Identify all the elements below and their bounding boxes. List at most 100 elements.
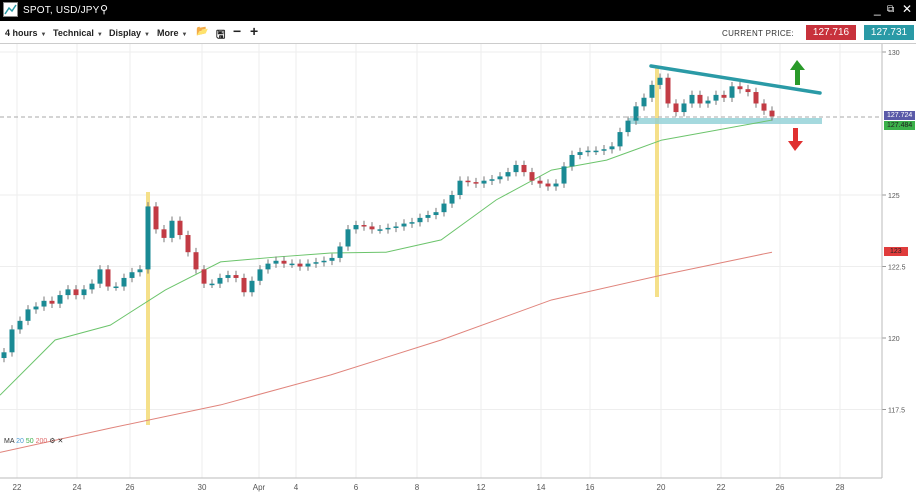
candle-up <box>17 320 23 330</box>
candle-up <box>129 272 135 278</box>
candle-up <box>569 154 575 167</box>
candle-down <box>769 110 775 117</box>
ma50-price-tag: 127.484 <box>884 121 916 130</box>
candle-up <box>577 152 583 155</box>
technical-dropdown[interactable]: Technical ▼ <box>53 28 103 38</box>
popout-icon[interactable]: ⧉ <box>887 4 895 15</box>
remove-indicator-icon[interactable]: ✕ <box>57 438 64 445</box>
candle-up <box>169 220 175 238</box>
candle-up <box>705 100 711 104</box>
trend-line <box>649 64 822 95</box>
candle-up <box>713 94 719 101</box>
zoom-out-icon[interactable]: − <box>233 23 242 39</box>
candle-up <box>265 263 271 270</box>
candle-up <box>97 269 103 284</box>
candle-down <box>737 86 743 90</box>
chevron-down-icon: ▼ <box>40 32 47 38</box>
support-zone <box>628 118 822 124</box>
x-tick-label: 16 <box>586 483 595 492</box>
window-title: SPOT, USD/JPY <box>23 5 100 16</box>
candle-up <box>425 215 431 218</box>
x-tick-label: 12 <box>477 483 486 492</box>
x-tick-label: 24 <box>73 483 82 492</box>
more-dropdown[interactable]: More ▼ <box>157 28 187 38</box>
candle-down <box>297 263 303 267</box>
arrow-up-icon <box>790 60 805 85</box>
save-icon[interactable]: 🖫 <box>216 29 226 41</box>
candle-up <box>9 329 15 353</box>
candle-up <box>433 212 439 216</box>
candle-down <box>473 182 479 184</box>
candle-down <box>537 180 543 184</box>
candle-down <box>369 226 375 230</box>
candle-up <box>489 179 495 181</box>
open-folder-icon[interactable]: 📂 <box>196 26 209 37</box>
candle-down <box>665 77 671 104</box>
candle-up <box>441 203 447 213</box>
candle-up <box>249 280 255 293</box>
candle-up <box>145 206 151 270</box>
x-tick-label: Apr <box>253 483 266 492</box>
candle-down <box>721 94 727 98</box>
x-tick-label: 28 <box>836 483 845 492</box>
zoom-in-icon[interactable]: + <box>250 23 259 39</box>
gear-icon[interactable]: ⚙ <box>49 438 56 445</box>
x-tick-label: 20 <box>657 483 666 492</box>
search-icon[interactable]: ⚲ <box>100 4 109 16</box>
candle-up <box>681 103 687 113</box>
candle-up <box>225 275 231 278</box>
display-label: Display <box>109 28 142 38</box>
candle-down <box>361 225 367 227</box>
candle-up <box>321 260 327 263</box>
candle-up <box>449 195 455 204</box>
close-icon[interactable]: ✕ <box>902 2 913 16</box>
ma200-line <box>0 251 773 453</box>
candle-down <box>697 94 703 104</box>
arrow-down-icon <box>788 128 803 151</box>
candle-up <box>601 149 607 151</box>
technical-label: Technical <box>53 28 94 38</box>
y-tick-label: 130 <box>888 50 900 57</box>
candle-up <box>217 277 223 284</box>
candle-up <box>585 150 591 153</box>
ma50-period: 50 <box>25 438 34 445</box>
candle-up <box>401 223 407 227</box>
x-tick-label: 26 <box>126 483 135 492</box>
candle-up <box>57 295 63 304</box>
ask-price-button[interactable]: 127.731 <box>864 25 914 40</box>
candle-down <box>753 92 759 104</box>
candle-up <box>553 183 559 187</box>
candle-up <box>393 226 399 228</box>
candle-up <box>657 77 663 85</box>
candle-down <box>281 260 287 264</box>
candle-up <box>257 269 263 281</box>
highlight-bar <box>146 192 150 425</box>
highlight-bar <box>655 68 659 297</box>
candle-up <box>377 229 383 231</box>
candle-down <box>73 289 79 296</box>
candle-up <box>81 289 87 296</box>
ma-legend-label: MA <box>4 438 15 445</box>
candle-up <box>65 289 71 296</box>
candle-down <box>745 89 751 93</box>
candle-down <box>241 277 247 293</box>
candle-up <box>561 166 567 184</box>
minimize-icon[interactable]: _ <box>874 2 881 16</box>
timeframe-dropdown[interactable]: 4 hours ▼ <box>5 28 46 38</box>
y-tick-label: 120 <box>888 336 900 343</box>
candle-up <box>481 180 487 184</box>
candle-up <box>33 306 39 310</box>
candle-up <box>633 106 639 121</box>
y-tick-label: 117.5 <box>888 408 905 415</box>
candle-up <box>513 164 519 173</box>
candle-down <box>201 269 207 284</box>
ma-legend: MA 20 50 200 ⚙ ✕ <box>4 437 63 445</box>
bid-price-button[interactable]: 127.716 <box>806 25 856 40</box>
candle-up <box>353 225 359 230</box>
candle-down <box>177 220 183 236</box>
candle-down <box>673 103 679 113</box>
display-dropdown[interactable]: Display ▼ <box>109 28 150 38</box>
y-tick-label: 125 <box>888 193 900 200</box>
x-tick-label: 6 <box>354 483 359 492</box>
price-chart[interactable]: 22 24 26 30 Apr 4 6 8 12 14 16 20 22 26 28 130 125 122.5 1… <box>0 44 916 493</box>
